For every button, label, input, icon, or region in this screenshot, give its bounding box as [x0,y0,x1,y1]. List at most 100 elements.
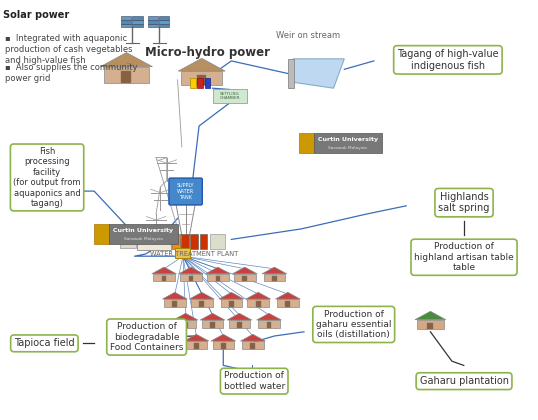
Polygon shape [257,313,281,320]
Polygon shape [256,301,260,307]
FancyBboxPatch shape [299,133,314,153]
Polygon shape [55,192,61,200]
Text: Production of
bottled water: Production of bottled water [224,371,285,391]
Polygon shape [202,320,223,328]
Polygon shape [216,276,220,281]
Polygon shape [152,267,176,274]
Polygon shape [258,320,280,328]
FancyBboxPatch shape [169,178,202,205]
Polygon shape [43,189,73,200]
Polygon shape [272,276,277,281]
Polygon shape [277,299,299,307]
Polygon shape [101,52,152,67]
Polygon shape [180,274,202,281]
FancyBboxPatch shape [181,234,189,249]
Polygon shape [229,301,233,307]
Polygon shape [191,299,213,307]
FancyBboxPatch shape [121,16,131,20]
Polygon shape [262,267,287,274]
Polygon shape [178,58,225,71]
FancyBboxPatch shape [94,224,109,244]
Polygon shape [210,322,215,328]
Polygon shape [251,343,255,349]
Polygon shape [286,301,290,307]
Text: Gaharu plantation: Gaharu plantation [420,376,508,386]
Text: Highlands
salt spring: Highlands salt spring [438,192,490,213]
Polygon shape [249,381,254,387]
Text: Production of
gaharu essential
oils (distillation): Production of gaharu essential oils (dis… [316,310,392,339]
Polygon shape [232,267,257,274]
Polygon shape [221,299,242,307]
Polygon shape [207,274,229,281]
Polygon shape [200,301,204,307]
Polygon shape [275,292,300,299]
Polygon shape [243,276,247,281]
FancyBboxPatch shape [132,20,143,24]
Text: Tagang of high-value
indigenous fish: Tagang of high-value indigenous fish [397,49,499,71]
FancyBboxPatch shape [109,224,178,244]
Polygon shape [229,320,250,328]
FancyBboxPatch shape [190,78,196,88]
FancyBboxPatch shape [148,24,158,27]
FancyBboxPatch shape [175,248,190,258]
Text: Curtin University: Curtin University [318,136,378,142]
Text: SUPPLY
WATER
TANK: SUPPLY WATER TANK [177,183,194,200]
FancyBboxPatch shape [210,234,225,249]
FancyBboxPatch shape [190,234,198,249]
Polygon shape [164,299,186,307]
Polygon shape [189,276,193,281]
Polygon shape [173,301,177,307]
Polygon shape [186,341,207,349]
Text: WATER TREATMENT PLANT: WATER TREATMENT PLANT [150,251,238,257]
Polygon shape [179,267,203,274]
FancyBboxPatch shape [121,20,131,24]
Polygon shape [206,267,230,274]
Polygon shape [417,320,444,329]
FancyBboxPatch shape [137,233,171,250]
FancyBboxPatch shape [148,16,158,20]
FancyBboxPatch shape [148,20,158,24]
FancyBboxPatch shape [197,78,203,88]
Polygon shape [211,334,236,341]
FancyBboxPatch shape [200,234,207,249]
Polygon shape [184,334,209,341]
Polygon shape [194,343,199,349]
Polygon shape [153,274,175,281]
Polygon shape [189,292,214,299]
FancyBboxPatch shape [159,16,169,20]
Text: Weir on stream: Weir on stream [275,31,340,40]
Text: SETTLING
CHAMBER: SETTLING CHAMBER [220,92,240,100]
FancyBboxPatch shape [213,89,247,103]
Polygon shape [122,71,131,82]
Polygon shape [183,322,188,328]
FancyBboxPatch shape [132,16,143,20]
Polygon shape [162,292,187,299]
Polygon shape [247,299,269,307]
Polygon shape [234,274,256,281]
Text: Fish
processing
facility
(for output from
aquaponics and
tagang): Fish processing facility (for output fro… [13,147,81,208]
Polygon shape [267,322,271,328]
Polygon shape [242,341,264,349]
Polygon shape [221,343,225,349]
Polygon shape [427,323,433,329]
Polygon shape [264,274,285,281]
Polygon shape [227,313,252,320]
Polygon shape [197,76,206,86]
Text: ▪  Also supplies the community
power grid: ▪ Also supplies the community power grid [5,63,137,83]
Polygon shape [238,371,265,379]
FancyBboxPatch shape [159,20,169,24]
Text: Production of
biodegradable
Food Containers: Production of biodegradable Food Contain… [110,322,183,352]
Polygon shape [291,59,344,88]
FancyBboxPatch shape [314,133,382,153]
Text: ▪  Integrated with aquaponic
production of cash vegetables
and high-value fish: ▪ Integrated with aquaponic production o… [5,34,132,65]
Text: Solar power: Solar power [3,10,69,21]
FancyBboxPatch shape [172,234,180,249]
Polygon shape [237,322,242,328]
Polygon shape [162,276,166,281]
FancyBboxPatch shape [132,24,143,27]
Text: Production of
highland artisan table
table: Production of highland artisan table tab… [414,242,514,272]
Text: Sarawak Malaysia: Sarawak Malaysia [124,237,163,241]
Polygon shape [41,180,75,189]
Polygon shape [104,67,149,82]
Text: Sarawak Malaysia: Sarawak Malaysia [328,146,367,150]
